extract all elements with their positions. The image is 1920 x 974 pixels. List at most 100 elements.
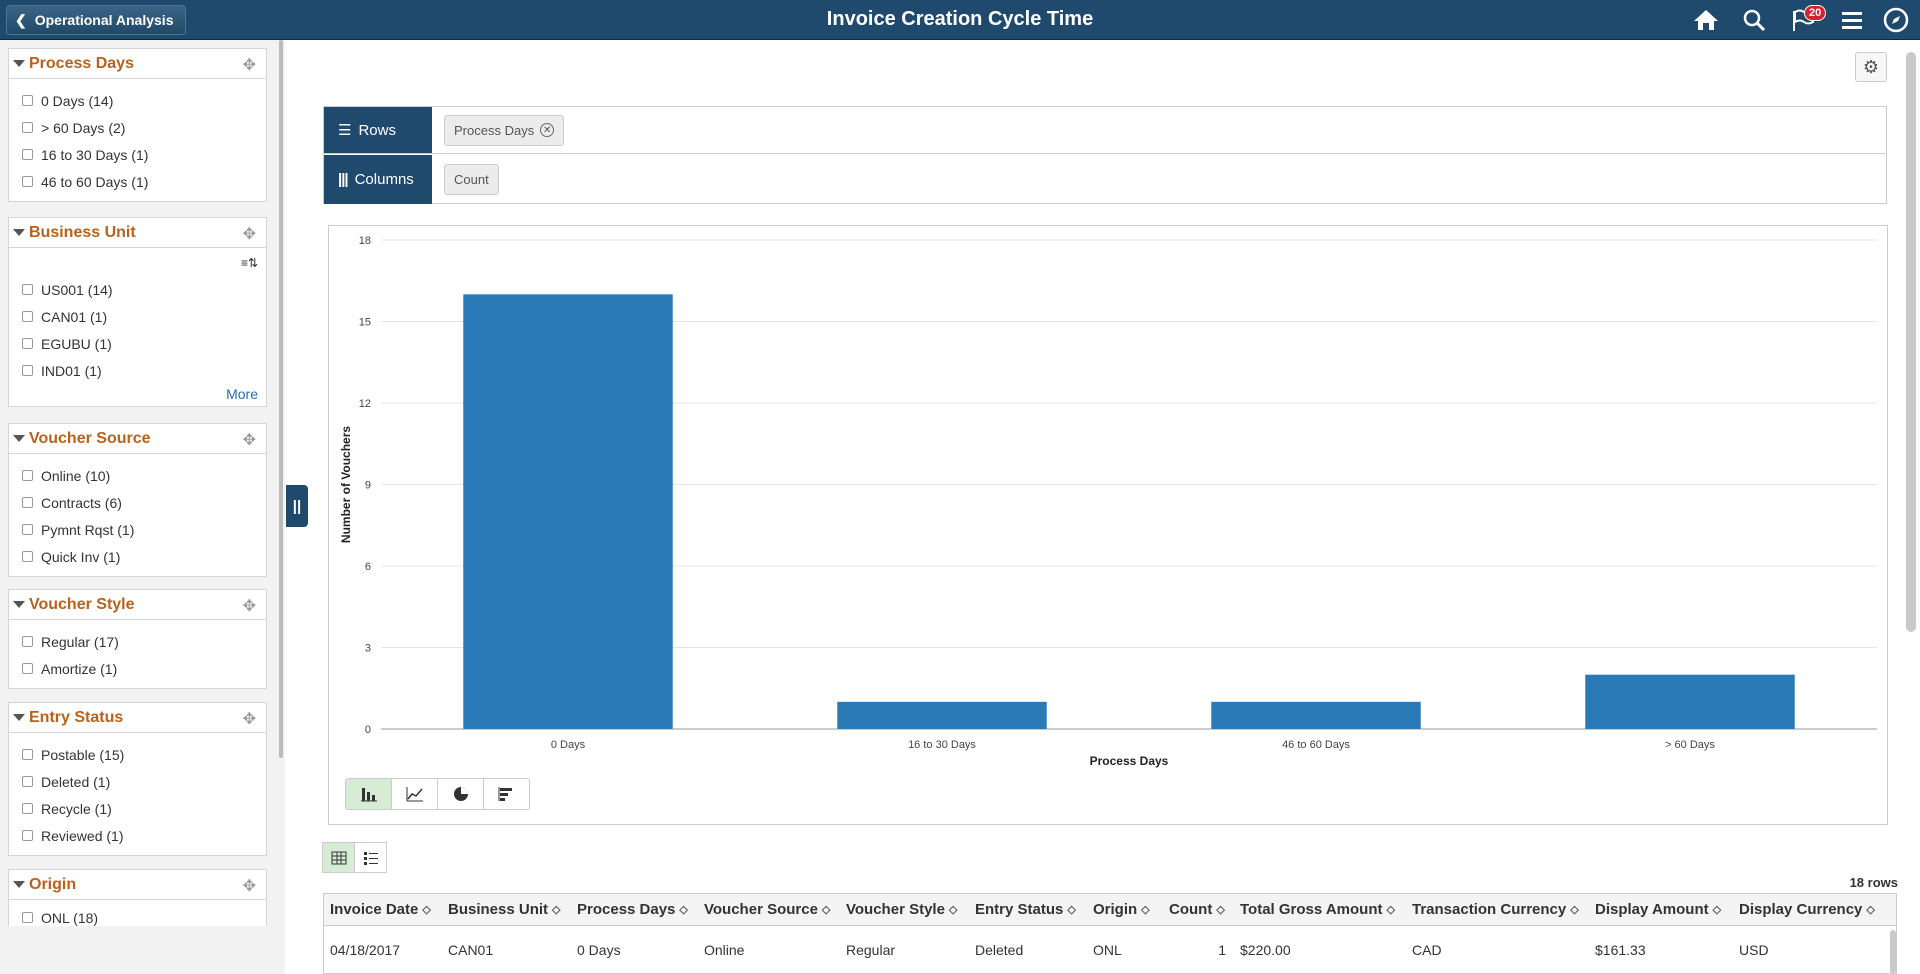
facet-option[interactable]: IND01 (1) (9, 357, 266, 384)
drag-move-icon[interactable]: ✥ (242, 432, 256, 449)
sort-diamond-icon[interactable]: ◇ (1386, 904, 1395, 916)
line-chart-type-icon[interactable] (391, 778, 438, 810)
checkbox[interactable] (22, 95, 33, 106)
column-header[interactable]: Origin ◇ (1087, 901, 1163, 918)
column-header[interactable]: Count ◇ (1163, 901, 1234, 918)
sort-diamond-icon[interactable]: ◇ (1712, 904, 1722, 916)
sort-diamond-icon[interactable]: ◇ (1067, 904, 1076, 916)
facet-option[interactable]: EGUBU (1) (9, 330, 266, 357)
facet-option[interactable]: 46 to 60 Days (1) (9, 168, 266, 195)
collapse-triangle-icon[interactable] (13, 881, 25, 888)
facet-option[interactable]: Postable (15) (9, 741, 266, 768)
facet-header[interactable]: Entry Status ✥ (9, 703, 266, 733)
collapse-triangle-icon[interactable] (13, 714, 25, 721)
facet-header[interactable]: Origin ✥ (9, 870, 266, 900)
horizontal-bar-chart-type-icon[interactable] (483, 778, 530, 810)
checkbox[interactable] (22, 365, 33, 376)
remove-chip-icon[interactable]: ✕ (540, 123, 555, 137)
column-header[interactable]: Invoice Date ◇ (324, 901, 442, 918)
facet-header[interactable]: Voucher Style ✥ (9, 590, 266, 620)
sort-diamond-icon[interactable]: ◇ (679, 904, 688, 916)
checkbox[interactable] (22, 338, 33, 349)
rows-chip-process-days[interactable]: Process Days ✕ (444, 114, 565, 146)
column-header[interactable]: Total Gross Amount ◇ (1234, 901, 1406, 918)
sort-icon[interactable]: ≡⇅ (240, 256, 258, 270)
checkbox[interactable] (22, 524, 33, 535)
drag-move-icon[interactable]: ✥ (242, 598, 256, 615)
facet-header[interactable]: Process Days ✥ (9, 49, 266, 79)
table-row[interactable]: 04/18/2017 CAN01 0 Days Online Regular Delete… (324, 926, 1896, 973)
sort-diamond-icon[interactable]: ◇ (948, 904, 958, 916)
sort-diamond-icon[interactable]: ◇ (422, 904, 431, 916)
menu-icon[interactable] (1838, 8, 1866, 32)
checkbox[interactable] (22, 176, 33, 187)
facet-option[interactable]: 16 to 30 Days (1) (9, 141, 266, 168)
collapse-panel-handle[interactable]: || (286, 485, 308, 527)
notifications-flag-icon[interactable]: 20 (1790, 5, 1827, 32)
drag-move-icon[interactable]: ✥ (242, 878, 256, 895)
sort-diamond-icon[interactable]: ◇ (1570, 904, 1579, 916)
collapse-triangle-icon[interactable] (13, 601, 25, 608)
checkbox[interactable] (22, 470, 33, 481)
main-scrollbar[interactable] (1906, 52, 1916, 632)
checkbox[interactable] (22, 803, 33, 814)
drag-move-icon[interactable]: ✥ (242, 711, 256, 728)
checkbox[interactable] (22, 636, 33, 647)
checkbox[interactable] (22, 311, 33, 322)
collapse-triangle-icon[interactable] (13, 60, 25, 67)
checkbox[interactable] (22, 830, 33, 841)
list-view-icon[interactable] (354, 842, 387, 873)
facet-option[interactable]: Pymnt Rqst (1) (9, 516, 266, 543)
column-header[interactable]: Process Days ◇ (571, 901, 698, 918)
facet-option[interactable]: 0 Days (14) (9, 87, 266, 114)
grid-view-icon[interactable] (322, 842, 355, 873)
facet-option[interactable]: ONL (18) (9, 904, 266, 931)
navbar-compass-icon[interactable] (1882, 6, 1910, 33)
checkbox[interactable] (22, 749, 33, 760)
collapse-triangle-icon[interactable] (13, 229, 25, 236)
checkbox[interactable] (22, 551, 33, 562)
facet-option[interactable]: US001 (14) (9, 276, 266, 303)
columns-chip-count[interactable]: Count (444, 164, 499, 195)
column-header[interactable]: Display Currency ◇ (1733, 901, 1875, 918)
drag-move-icon[interactable]: ✥ (242, 57, 256, 74)
facet-option[interactable]: Deleted (1) (9, 768, 266, 795)
grid-scrollbar[interactable] (1890, 930, 1896, 974)
sort-diamond-icon[interactable]: ◇ (552, 904, 561, 916)
bar-chart-type-icon[interactable] (345, 778, 392, 810)
facet-option[interactable]: Reviewed (1) (9, 822, 266, 849)
column-header[interactable]: Voucher Source ◇ (698, 901, 840, 918)
checkbox[interactable] (22, 776, 33, 787)
facet-option[interactable]: Amortize (1) (9, 655, 266, 682)
home-icon[interactable] (1692, 8, 1720, 32)
facet-header[interactable]: Business Unit ✥ (9, 218, 266, 248)
sort-diamond-icon[interactable]: ◇ (1866, 904, 1875, 916)
facet-option[interactable]: Online (10) (9, 462, 266, 489)
facet-header[interactable]: Voucher Source ✥ (9, 424, 266, 454)
drag-move-icon[interactable]: ✥ (242, 226, 256, 243)
column-header[interactable]: Voucher Style ◇ (840, 901, 969, 918)
checkbox[interactable] (22, 284, 33, 295)
settings-gear-icon[interactable]: ⚙ (1855, 52, 1887, 82)
column-header[interactable]: Business Unit ◇ (442, 901, 571, 918)
facet-panel-scrollbar[interactable] (279, 40, 283, 758)
column-header[interactable]: Display Amount ◇ (1589, 901, 1733, 918)
checkbox[interactable] (22, 497, 33, 508)
facet-option[interactable]: > 60 Days (2) (9, 114, 266, 141)
sort-diamond-icon[interactable]: ◇ (821, 904, 831, 916)
facet-option[interactable]: Recycle (1) (9, 795, 266, 822)
more-link[interactable]: More (226, 386, 258, 402)
facet-option[interactable]: Regular (17) (9, 628, 266, 655)
checkbox[interactable] (22, 149, 33, 160)
checkbox[interactable] (22, 122, 33, 133)
collapse-triangle-icon[interactable] (13, 435, 25, 442)
pie-chart-type-icon[interactable] (437, 778, 484, 810)
sort-diamond-icon[interactable]: ◇ (1141, 904, 1150, 916)
facet-option[interactable]: CAN01 (1) (9, 303, 266, 330)
column-header[interactable]: Entry Status ◇ (969, 901, 1087, 918)
sort-diamond-icon[interactable]: ◇ (1216, 904, 1225, 916)
search-icon[interactable] (1740, 8, 1768, 32)
facet-option[interactable]: Quick Inv (1) (9, 543, 266, 570)
checkbox[interactable] (22, 663, 33, 674)
facet-option[interactable]: Contracts (6) (9, 489, 266, 516)
